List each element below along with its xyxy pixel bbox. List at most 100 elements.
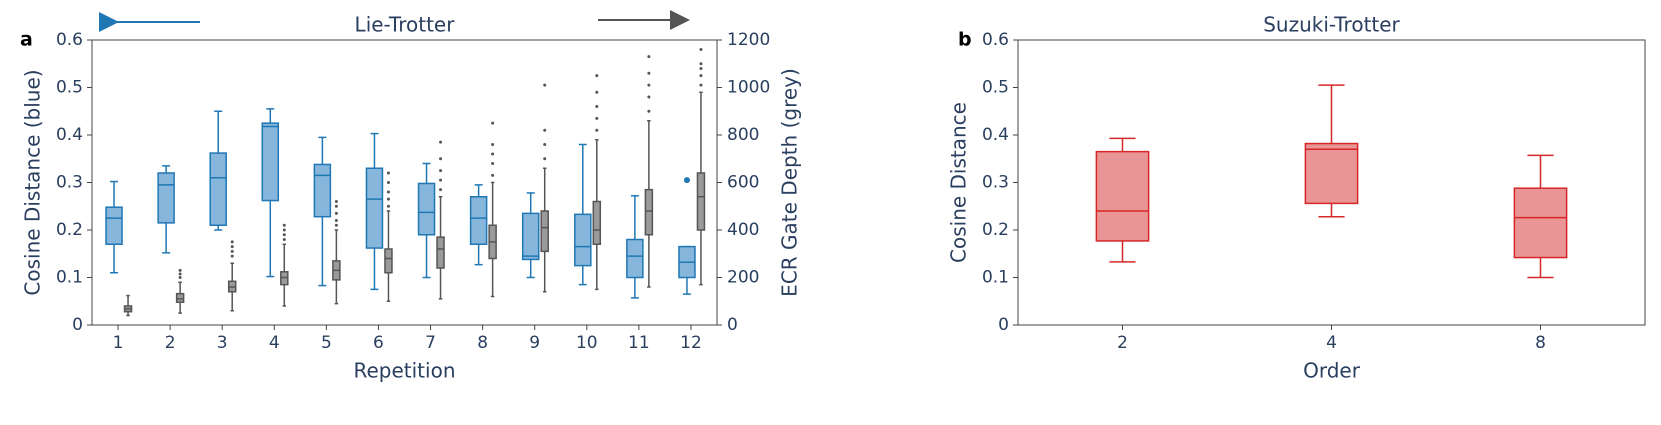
outlier [386,190,390,194]
outlier [282,223,286,227]
outlier [230,254,234,258]
x-axis-title: Repetition [353,359,455,383]
chart-title: Lie-Trotter [355,13,456,37]
y2-tick-label: 600 [727,173,759,193]
x-tick-label: 1 [113,333,124,353]
y-tick-label: 0.2 [982,220,1009,240]
outlier [699,74,703,78]
outlier [699,62,703,66]
y-tick-label: 0.6 [982,30,1009,50]
y-tick-label: 0 [72,315,83,335]
x-tick-label: 8 [477,333,488,353]
outlier [439,178,443,182]
y2-axis-title: ECR Gate Depth (grey) [778,68,802,297]
box [469,196,488,245]
y-tick-label: 0.5 [982,78,1009,98]
outlier [178,268,182,272]
y2-tick-label: 1200 [727,30,770,50]
outlier [491,162,495,165]
plot-frame [91,39,718,326]
y-axis-title: Cosine Distance [947,102,971,263]
chart-title: Suzuki-Trotter [1263,13,1400,37]
y2-tick-label: 400 [727,220,759,240]
outlier [178,272,182,276]
outlier [683,177,690,184]
outlier [178,276,182,279]
outlier [386,181,390,184]
outlier [595,74,599,78]
outlier [491,143,495,146]
outlier [230,249,234,253]
outlier [491,152,495,156]
outlier [386,197,390,201]
box [574,213,592,267]
box [313,163,332,218]
outlier [543,83,547,87]
panel-label: a [20,29,33,51]
x-axis-title: Order [1303,359,1361,383]
x-tick-label: 4 [1326,333,1337,353]
outlier [334,200,338,203]
y-tick-label: 0.2 [56,220,83,240]
x-tick-label: 5 [321,333,332,353]
y-tick-label: 0.3 [982,173,1009,193]
box [436,236,445,269]
outlier [491,173,495,177]
outlier [595,128,599,132]
box [157,172,175,224]
x-tick-label: 4 [269,333,280,353]
y2-tick-label: 0 [727,315,738,335]
x-tick-label: 2 [165,333,176,353]
outlier [334,211,338,215]
outlier [647,71,651,75]
outlier [439,169,443,173]
x-tick-label: 10 [576,333,598,353]
box [592,200,602,245]
y-tick-label: 0.3 [56,173,83,193]
box [626,238,644,279]
outlier [595,105,599,108]
box [175,292,185,303]
y-tick-label: 0.6 [56,30,83,50]
x-tick-label: 9 [529,333,540,353]
outlier [543,143,547,146]
outlier [543,157,547,161]
y2-tick-label: 1000 [727,78,770,98]
box [365,167,384,249]
outlier [334,223,338,227]
outlier [230,245,234,249]
x-tick-label: 12 [680,333,702,353]
panel-label: b [958,29,972,51]
box [1095,150,1150,242]
outlier [334,219,338,222]
y-tick-label: 0 [998,315,1009,335]
box [384,248,393,274]
outlier [230,240,234,244]
outlier [595,90,599,94]
y-tick-label: 0.4 [982,125,1009,145]
box [261,122,280,202]
box [696,172,706,231]
outlier [647,55,651,59]
outlier [543,128,547,132]
box [209,152,227,226]
x-tick-label: 11 [628,333,650,353]
outlier [647,109,651,113]
x-tick-label: 3 [217,333,228,353]
x-tick-label: 8 [1535,333,1546,353]
y2-tick-label: 200 [727,268,759,288]
box [521,212,540,261]
y-tick-label: 0.1 [982,268,1009,288]
box [1304,142,1359,205]
outlier [386,204,390,208]
y-tick-label: 0.4 [56,125,83,145]
box [644,188,654,236]
outlier [282,233,286,237]
box [540,210,549,253]
outlier [699,83,703,87]
outlier [439,157,443,161]
x-tick-label: 7 [425,333,436,353]
y2-tick-label: 800 [727,125,759,145]
outlier [491,121,495,125]
y-axis-title: Cosine Distance (blue) [21,69,45,295]
